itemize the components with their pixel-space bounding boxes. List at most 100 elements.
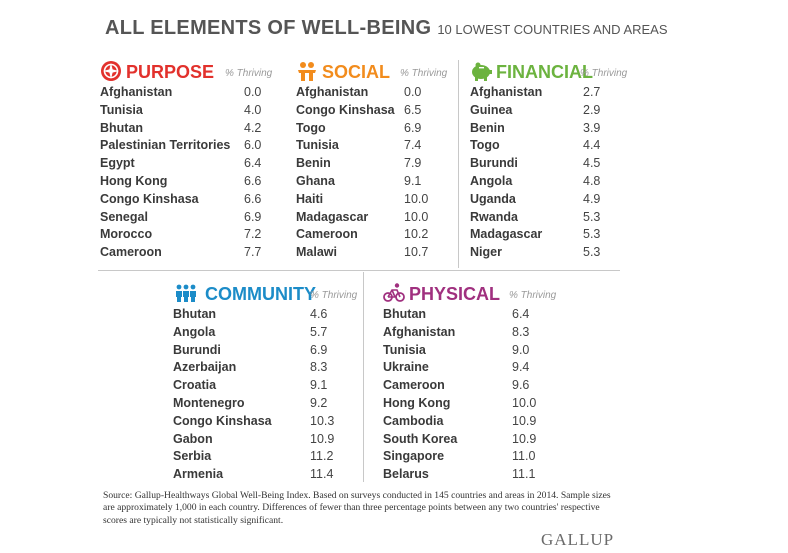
thriving-value: 2.7	[583, 85, 601, 99]
list-item: Montenegro 9.2	[173, 395, 358, 413]
list-item: Afghanistan 8.3	[383, 324, 563, 342]
country-name: Afghanistan	[470, 85, 543, 99]
community-icon	[176, 284, 196, 302]
thriving-value: 7.9	[404, 156, 422, 171]
thriving-value: 6.0	[244, 138, 262, 153]
physical-column-header: % Thriving	[509, 290, 557, 301]
thriving-value: 5.7	[310, 324, 328, 339]
country-name: Montenegro	[173, 395, 245, 410]
page-title: ALL ELEMENTS OF WELL-BEING 10 LOWEST COUN…	[105, 17, 668, 40]
list-item: Hong Kong 10.0	[383, 395, 563, 413]
thriving-value: 10.9	[512, 413, 537, 428]
thriving-value: 10.9	[310, 431, 335, 446]
thriving-value: 6.9	[404, 120, 422, 135]
thriving-value: 11.4	[310, 467, 334, 482]
list-item: Congo Kinshasa 6.5	[296, 102, 456, 120]
thriving-value: 10.0	[404, 191, 429, 206]
thriving-value: 8.3	[310, 360, 328, 375]
country-name: Benin	[470, 120, 505, 135]
gallup-logo: GALLUP	[541, 530, 615, 549]
thriving-value: 5.3	[583, 227, 601, 242]
thriving-value: 5.3	[583, 209, 601, 224]
list-item: Cambodia 10.9	[383, 413, 563, 431]
country-name: Senegal	[100, 209, 148, 224]
country-name: Egypt	[100, 156, 135, 171]
country-name: South Korea	[383, 431, 458, 446]
thriving-value: 9.2	[310, 395, 328, 410]
list-item: Burundi 6.9	[173, 342, 358, 360]
country-name: Afghanistan	[383, 324, 456, 339]
list-item: Angola 5.7	[173, 324, 358, 342]
thriving-value: 6.6	[244, 173, 262, 188]
divider-horizontal	[98, 270, 620, 271]
country-name: Bhutan	[383, 307, 427, 321]
country-name: Bhutan	[100, 120, 144, 135]
country-name: Serbia	[173, 449, 212, 464]
country-name: Congo Kinshasa	[100, 191, 199, 206]
thriving-value: 7.2	[244, 227, 262, 242]
list-item: Congo Kinshasa 10.3	[173, 413, 358, 431]
thriving-value: 6.9	[244, 209, 262, 224]
purpose-title: PURPOSE	[126, 62, 215, 82]
thriving-value: 9.1	[404, 173, 422, 188]
list-item: Guinea 2.9	[470, 102, 630, 120]
country-name: Rwanda	[470, 209, 518, 224]
country-name: Cameroon	[296, 227, 358, 242]
country-name: Afghanistan	[296, 85, 369, 99]
thriving-value: 11.2	[310, 449, 334, 464]
list-item: Belarus 11.1	[383, 466, 563, 484]
country-name: Madagascar	[296, 209, 369, 224]
list-item: Rwanda 5.3	[470, 209, 630, 227]
source-note: Source: Gallup-Healthways Global Well-Be…	[103, 490, 611, 526]
list-item: Azerbaijan 8.3	[173, 359, 358, 377]
country-name: Belarus	[383, 467, 429, 482]
thriving-value: 10.0	[512, 395, 537, 410]
thriving-value: 4.5	[583, 156, 601, 171]
country-name: Cameroon	[100, 245, 162, 260]
thriving-value: 4.8	[583, 173, 601, 188]
list-item: Afghanistan 0.0	[100, 84, 270, 102]
community-section: COMMUNITY % Thriving Bhutan 4.6 Angola 5.7…	[173, 282, 358, 484]
country-name: Congo Kinshasa	[173, 413, 272, 428]
thriving-value: 4.6	[310, 307, 328, 321]
social-section: SOCIAL % Thriving Afghanistan 0.0 Congo K…	[296, 60, 456, 262]
thriving-value: 10.7	[404, 245, 429, 260]
list-item: Bhutan 6.4	[383, 306, 563, 324]
list-item: Cameroon 9.6	[383, 377, 563, 395]
list-item: Tunisia 4.0	[100, 102, 270, 120]
country-name: Afghanistan	[100, 85, 173, 99]
list-item: Serbia 11.2	[173, 448, 358, 466]
list-item: Morocco 7.2	[100, 226, 270, 244]
country-name: Tunisia	[100, 102, 143, 117]
list-item: Ukraine 9.4	[383, 359, 563, 377]
thriving-value: 4.9	[583, 191, 601, 206]
country-name: Madagascar	[470, 227, 543, 242]
list-item: Madagascar 10.0	[296, 209, 456, 227]
list-item: Afghanistan 2.7	[470, 84, 630, 102]
financial-section: FINANCIAL % Thriving Afghanistan 2.7 Guin…	[470, 60, 630, 262]
thriving-value: 7.4	[404, 138, 422, 153]
financial-title: FINANCIAL	[496, 62, 593, 82]
list-item: Hong Kong 6.6	[100, 173, 270, 191]
country-name: Uganda	[470, 191, 516, 206]
thriving-value: 6.5	[404, 102, 422, 117]
thriving-value: 11.0	[512, 449, 536, 464]
thriving-value: 6.4	[244, 156, 262, 171]
country-name: Guinea	[470, 102, 513, 117]
country-name: Hong Kong	[383, 395, 451, 410]
purpose-list: Afghanistan 0.0 Tunisia 4.0 Bhutan 4.2 Pale…	[100, 84, 270, 262]
community-title: COMMUNITY	[205, 284, 316, 304]
country-name: Hong Kong	[100, 173, 168, 188]
list-item: Senegal 6.9	[100, 209, 270, 227]
bicycle-icon	[383, 283, 405, 302]
list-item: Benin 3.9	[470, 120, 630, 138]
country-name: Singapore	[383, 449, 445, 464]
thriving-value: 6.4	[512, 307, 530, 321]
thriving-value: 7.7	[244, 245, 262, 260]
list-item: Togo 4.4	[470, 137, 630, 155]
country-name: Benin	[296, 156, 331, 171]
country-name: Cambodia	[383, 413, 444, 428]
list-item: Tunisia 7.4	[296, 137, 456, 155]
list-item: Togo 6.9	[296, 120, 456, 138]
title-main: ALL ELEMENTS OF WELL-BEING	[105, 17, 432, 39]
